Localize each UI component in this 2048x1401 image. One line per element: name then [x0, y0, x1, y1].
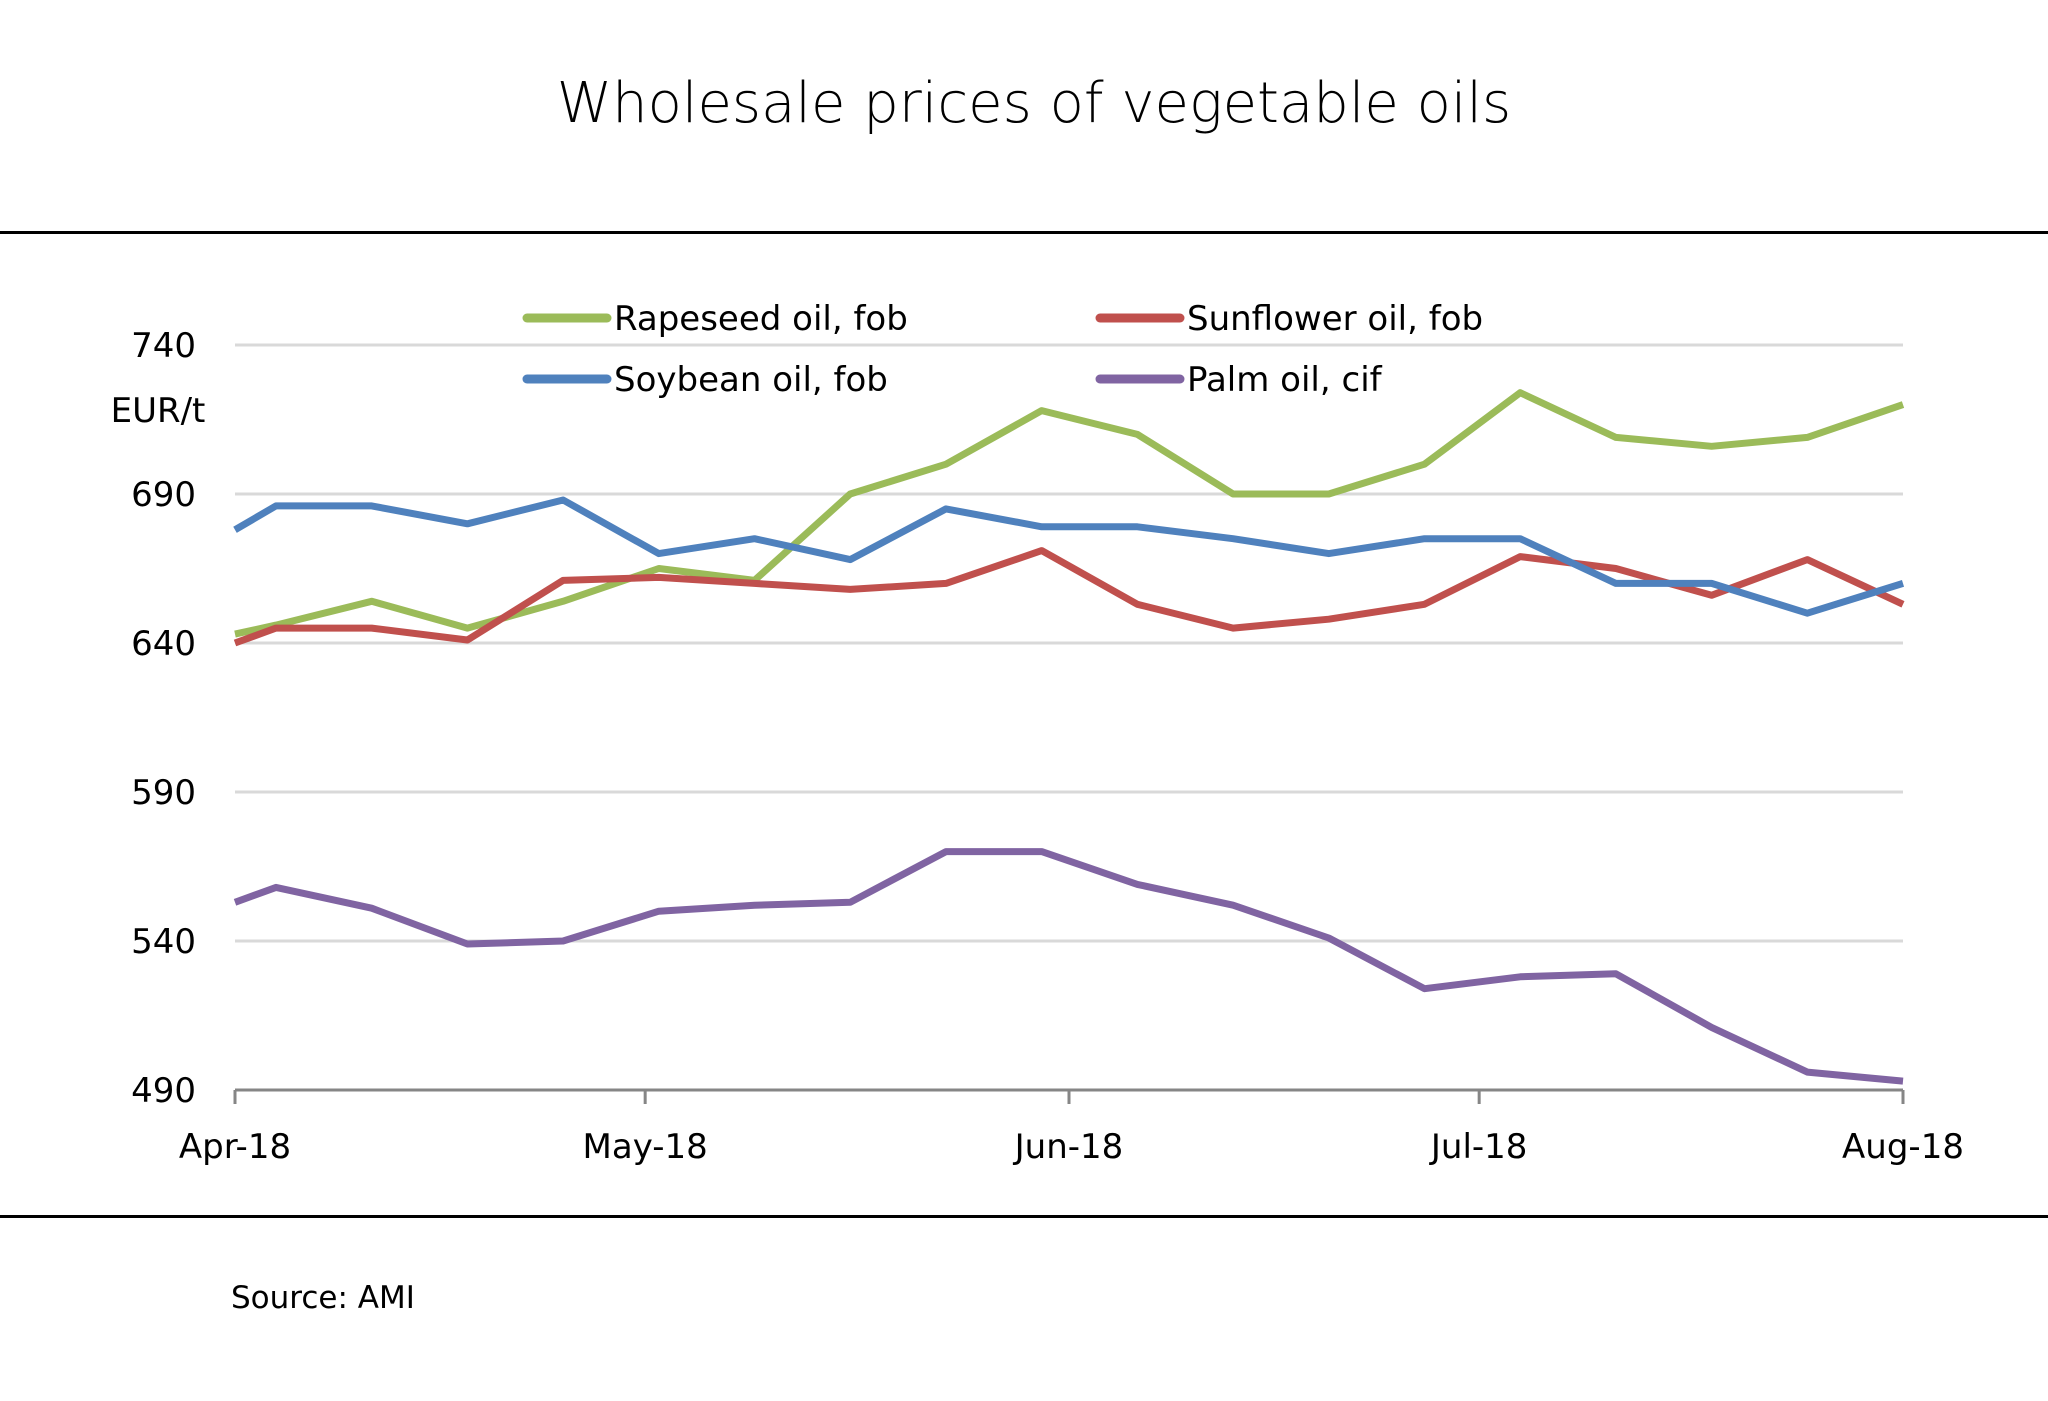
legend-item: Palm oil, cif	[1095, 360, 1383, 400]
y-tick-label: 540	[131, 922, 196, 962]
top-rule	[0, 231, 2048, 234]
y-tick-label: 690	[131, 475, 196, 515]
x-tick-label: Apr-18	[179, 1127, 291, 1167]
bottom-rule	[0, 1215, 2048, 1218]
legend-label: Soybean oil, fob	[614, 360, 888, 400]
series-lines	[233, 389, 1905, 1085]
legend-label: Rapeseed oil, fob	[614, 299, 908, 339]
series-line-sunflower-oil	[233, 547, 1905, 647]
series-line-rapeseed-oil	[234, 389, 1905, 638]
legend: Rapeseed oil, fob Sunflower oil, fob Soybe…	[522, 299, 1483, 400]
y-tick-label: 490	[131, 1071, 196, 1111]
x-axis: Apr-18 May-18 Jun-18 Jul-18 Aug-18	[179, 1088, 1964, 1167]
gridlines	[235, 343, 1903, 943]
y-tick-label: 590	[131, 773, 196, 813]
y-axis-ticks: 490 540 590 640 690 740	[131, 326, 196, 1111]
x-tick-label: May-18	[583, 1127, 708, 1167]
legend-label: Sunflower oil, fob	[1187, 299, 1483, 339]
source-note: Source: AMI	[231, 1280, 415, 1316]
legend-label: Palm oil, cif	[1187, 360, 1383, 400]
series-line-palm-oil	[233, 848, 1904, 1085]
chart-title: Wholesale prices of vegetable oils	[557, 71, 1511, 136]
y-tick-label: 740	[131, 326, 196, 366]
y-tick-label: 640	[131, 624, 196, 664]
x-tick-label: Jul-18	[1429, 1127, 1528, 1167]
legend-item: Soybean oil, fob	[522, 360, 888, 400]
legend-item: Rapeseed oil, fob	[522, 299, 908, 339]
x-tick-label: Jun-18	[1013, 1127, 1124, 1167]
x-tick-label: Aug-18	[1842, 1127, 1964, 1167]
legend-item: Sunflower oil, fob	[1095, 299, 1483, 339]
y-axis-label: EUR/t	[111, 391, 206, 431]
series-line-soybean-oil	[233, 496, 1905, 617]
